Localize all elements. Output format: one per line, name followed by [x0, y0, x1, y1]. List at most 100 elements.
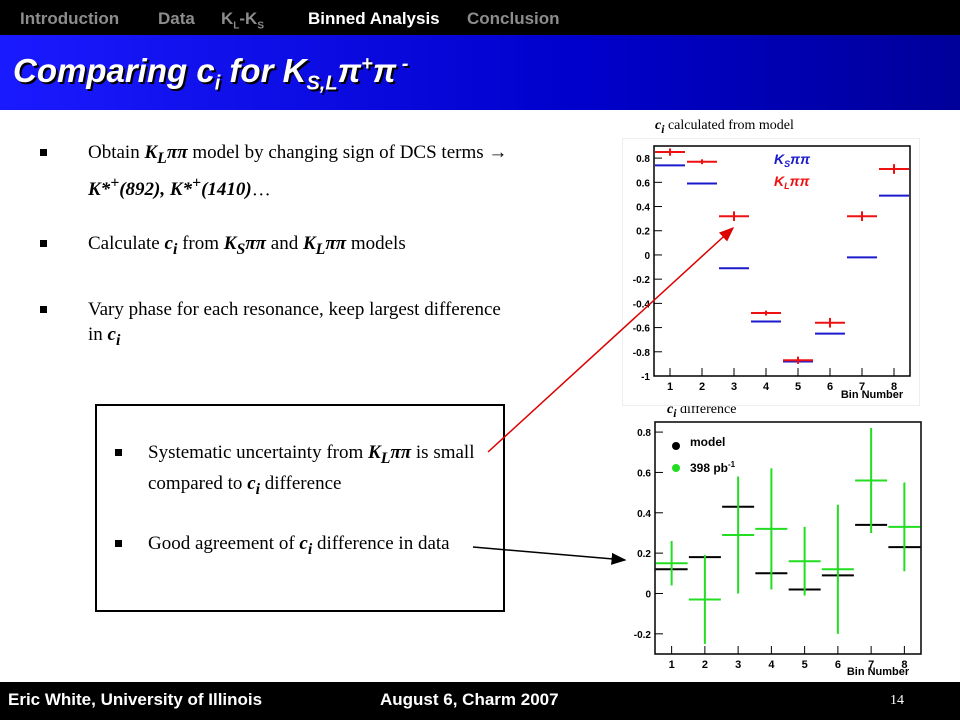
- nav-ks-k: -K: [239, 9, 258, 28]
- ci-difference-chart: -0.2 0 0.2 0.4 0.6 0.8 1 2 3 4 5 6 7 8 Bin Number mod…: [634, 421, 922, 678]
- nav-kl-ks[interactable]: KL-KS: [221, 9, 264, 31]
- chart1-ytick-label: 0.6: [636, 178, 650, 189]
- title-sub-i: i: [214, 72, 221, 95]
- legend-model-label: model: [690, 435, 725, 449]
- b1-kst2b: (1410): [201, 179, 252, 201]
- chart2-xtick-label: 7: [868, 659, 874, 671]
- bb1-p3: difference: [260, 472, 342, 494]
- bullet-marker: [40, 149, 47, 156]
- footer-author: Eric White, University of Illinois: [8, 690, 263, 709]
- bb1-c: c: [247, 472, 256, 494]
- bb2-p2: difference in data: [312, 533, 450, 554]
- b2-csub: i: [172, 240, 178, 258]
- bullet-marker: [40, 306, 47, 313]
- bullet-marker: [115, 449, 122, 456]
- nav-conclusion[interactable]: Conclusion: [467, 9, 560, 28]
- nav-binned-analysis[interactable]: Binned Analysis: [308, 9, 440, 28]
- chart2-xtick-label: 8: [901, 659, 907, 671]
- bb1-k: K: [368, 442, 381, 463]
- b3-p1: Vary phase for each resonance, keep larg…: [88, 299, 501, 345]
- footer-bar: [0, 682, 960, 720]
- chart1-ytick-label: 0.4: [636, 203, 650, 214]
- b1-p1: Obtain: [88, 142, 145, 163]
- chart1-caption-sub: i: [661, 122, 665, 136]
- b2-pipi2: ππ: [325, 233, 347, 254]
- bb1-ksub: L: [380, 449, 391, 467]
- chart1-xtick-label: 2: [699, 381, 705, 393]
- summary-box: [95, 404, 505, 612]
- title-pi2: π: [372, 52, 397, 89]
- nav-ks-sub: S: [257, 20, 265, 32]
- chart1-ytick-label: -0.2: [633, 275, 651, 286]
- nav-kl-k: K: [221, 9, 234, 28]
- legend-ks: KSππ: [774, 151, 811, 169]
- title-pi: π: [337, 52, 362, 89]
- chart2-xtick-label: 5: [802, 659, 808, 671]
- chart2-ytick-label: 0.2: [637, 549, 651, 560]
- bb2-c: c: [299, 533, 308, 554]
- b2-p1: Calculate: [88, 233, 165, 254]
- chart1-ytick-label: 0: [644, 251, 650, 262]
- chart1-ytick-label: -0.6: [633, 324, 651, 335]
- chart1-legend: KSππ KLππ: [774, 151, 811, 191]
- chart1-ytick-label: 0.2: [636, 227, 650, 238]
- chart1-xtick-label: 5: [795, 381, 801, 393]
- b2-k1sub: S: [236, 240, 246, 258]
- b1-pipi: ππ: [166, 142, 188, 163]
- chart1-xtick-label: 3: [731, 381, 737, 393]
- chart2-xtick-label: 3: [735, 659, 741, 671]
- chart2-ytick-label: 0.4: [637, 509, 651, 520]
- box-bullet-1-text: Systematic uncertainty from KLππ is smal…: [148, 440, 493, 502]
- nav-data[interactable]: Data: [158, 9, 195, 28]
- chart2-xtick-label: 1: [669, 659, 675, 671]
- chart1-xtick-label: 4: [763, 381, 770, 393]
- legend-kl: KLππ: [774, 173, 811, 191]
- title-sup-minus: -: [396, 53, 409, 75]
- chart1-caption-c: c: [655, 118, 662, 133]
- bb2-p1: Good agreement of: [148, 533, 300, 554]
- bb1-csub: i: [255, 480, 261, 498]
- title-main: Comparing c: [13, 52, 215, 89]
- nav-introduction[interactable]: Introduction: [20, 9, 120, 28]
- chart1-xtick-label: 1: [667, 381, 673, 393]
- chart2-x-axis-label: Bin Number: [847, 666, 910, 678]
- legend-model-marker: [672, 442, 680, 450]
- b2-pipi1: ππ: [245, 233, 267, 254]
- title-bar: [0, 35, 960, 110]
- b2-p3: and: [266, 233, 303, 254]
- chart1-xtick-label: 6: [827, 381, 833, 393]
- chart2-ytick-label: -0.2: [634, 630, 652, 641]
- chart1-ytick-label: 0.8: [636, 154, 650, 165]
- legend-data-marker: [672, 464, 680, 472]
- chart1-ytick-label: -0.8: [633, 348, 651, 359]
- chart2-ytick-label: 0: [645, 589, 651, 600]
- b1-p3: …: [251, 179, 271, 201]
- bullet-1-text: Obtain KLππ model by changing sign of DC…: [88, 140, 528, 202]
- top-nav: Introduction Data KL-KS Binned Analysis …: [0, 0, 960, 35]
- b1-ksub: L: [157, 149, 167, 167]
- b1-kst1: K*: [88, 179, 111, 201]
- chart1-x-axis-label: Bin Number: [841, 389, 904, 401]
- chart2-xtick-label: 2: [702, 659, 708, 671]
- footer-date: August 6, Charm 2007: [380, 690, 559, 709]
- b2-k1: K: [223, 233, 237, 254]
- b2-k2: K: [302, 233, 316, 254]
- page-number: 14: [890, 693, 904, 708]
- bb1-p2: is small compared to: [148, 442, 475, 494]
- title-sup-plus: +: [361, 53, 373, 75]
- bullet-2-text: Calculate ci from KSππ and KLππ models: [88, 231, 528, 262]
- b2-p2: from: [177, 233, 224, 254]
- bullet-marker: [115, 540, 122, 547]
- title-sub-sl: S,L: [306, 72, 338, 95]
- bullet-marker: [40, 240, 47, 247]
- chart1-xtick-label: 7: [859, 381, 865, 393]
- bb2-csub: i: [307, 540, 313, 558]
- b1-kst1sup: +: [110, 174, 120, 192]
- b3-csub: i: [115, 331, 121, 349]
- legend-data-label: 398 pb-1: [690, 460, 736, 475]
- bb1-p1: Systematic uncertainty from: [148, 442, 369, 463]
- title-for: for K: [220, 52, 307, 89]
- nav-kl-sub: L: [233, 20, 240, 32]
- b1-kst1b: (892), K*: [119, 179, 193, 201]
- b1-kst2sup: +: [192, 174, 202, 192]
